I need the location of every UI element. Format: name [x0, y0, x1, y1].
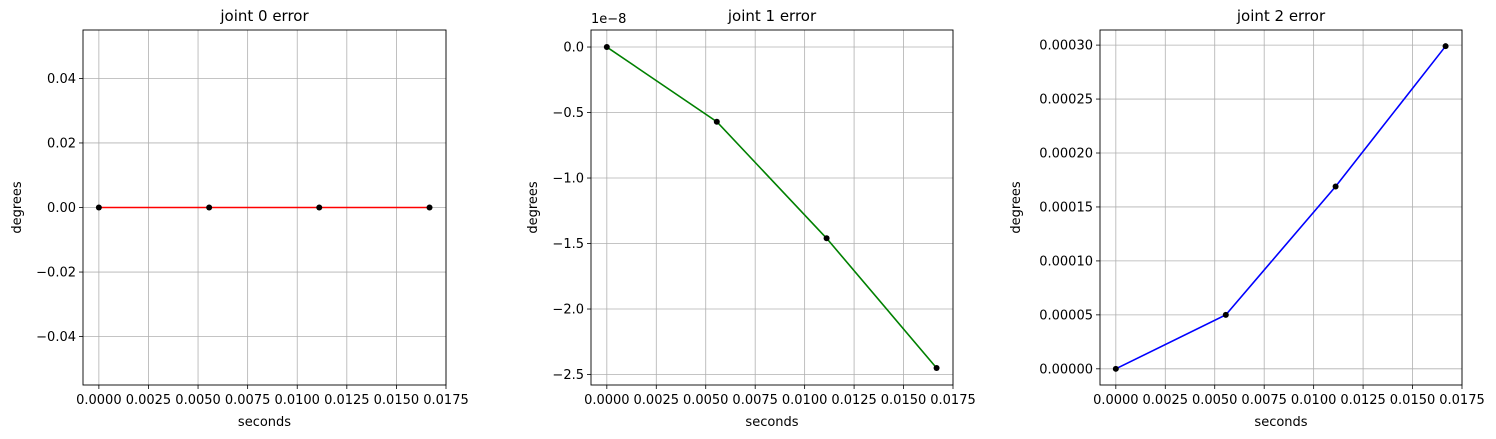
chart-panel-2: 0.0000 0.0025 0.0050 0.0075 0.0100 0.0125 0.01…: [1009, 7, 1485, 430]
data-point: [713, 118, 720, 125]
x-tick-label: 0.0100: [274, 393, 320, 408]
data-point: [933, 364, 940, 371]
x-tick-label: 0.0000: [584, 393, 630, 408]
chart-panel-0: 0.0000 0.0025 0.0050 0.0075 0.0100 0.0125 0.01…: [10, 7, 469, 430]
y-tick-label: 0.0: [563, 41, 584, 56]
data-point: [823, 235, 830, 242]
x-tick-label: 0.0050: [1192, 393, 1238, 408]
x-tick-label: 0.0000: [76, 393, 122, 408]
x-axis-label: seconds: [1254, 415, 1307, 430]
x-tick-label: 0.0125: [324, 393, 370, 408]
x-tick-label: 0.0100: [1291, 393, 1337, 408]
y-tick-label: 0.00: [47, 201, 76, 216]
y-tick-label: 0.04: [47, 72, 76, 87]
y-tick-label: −2.0: [552, 303, 584, 318]
x-tick-label: 0.0075: [1241, 393, 1287, 408]
y-tick-label: −1.5: [552, 237, 584, 252]
axes-frame: [1099, 29, 1463, 386]
axes-frame: [590, 29, 954, 386]
y-tick-label: 0.00005: [1039, 308, 1093, 323]
y-axis-label: degrees: [526, 181, 541, 234]
chart-title: joint 1 error: [727, 7, 817, 25]
x-axis-label: seconds: [238, 415, 291, 430]
y-tick-label: 0.00000: [1039, 362, 1093, 377]
series-line: [606, 46, 938, 369]
x-tick-label: 0.0150: [374, 393, 420, 408]
data-point: [95, 204, 102, 211]
y-tick-label: 0.02: [47, 136, 76, 151]
data-point: [1112, 365, 1119, 372]
x-tick-label: 0.0075: [732, 393, 778, 408]
y-tick-label: 0.00020: [1039, 147, 1093, 162]
x-tick-label: 0.0075: [225, 393, 271, 408]
x-tick-label: 0.0150: [881, 393, 927, 408]
data-point: [206, 204, 213, 211]
data-point: [1222, 311, 1229, 318]
y-axis-label: degrees: [10, 181, 25, 234]
y-tick-label: 0.00030: [1039, 39, 1093, 54]
data-point: [316, 204, 323, 211]
y-tick-label: −2.5: [552, 368, 584, 383]
x-tick-label: 0.0000: [1093, 393, 1139, 408]
y-offset-text: 1e−8: [591, 12, 626, 27]
data-point: [603, 44, 610, 51]
data-point: [1332, 183, 1339, 190]
x-tick-label: 0.0025: [126, 393, 172, 408]
x-tick-label: 0.0050: [683, 393, 729, 408]
y-tick-label: −0.02: [36, 266, 76, 281]
y-axis-label: degrees: [1009, 181, 1024, 234]
y-tick-label: −0.04: [36, 330, 76, 345]
x-tick-label: 0.0025: [1143, 393, 1189, 408]
x-tick-label: 0.0175: [423, 393, 469, 408]
y-tick-label: −1.0: [552, 172, 584, 187]
x-tick-label: 0.0175: [1439, 393, 1485, 408]
y-tick-label: 0.00025: [1039, 93, 1093, 108]
x-tick-label: 0.0175: [930, 393, 976, 408]
x-tick-label: 0.0150: [1390, 393, 1436, 408]
data-point: [426, 204, 433, 211]
x-tick-label: 0.0125: [831, 393, 877, 408]
series-line: [1115, 45, 1447, 370]
chart-title: joint 2 error: [1236, 7, 1326, 25]
x-tick-label: 0.0100: [782, 393, 828, 408]
x-tick-label: 0.0050: [175, 393, 221, 408]
x-axis-label: seconds: [745, 415, 798, 430]
y-tick-label: 0.00015: [1039, 200, 1093, 215]
y-tick-label: 0.00010: [1039, 254, 1093, 269]
chart-panel-1: 0.0000 0.0025 0.0050 0.0075 0.0100 0.0125 0.01…: [526, 7, 976, 430]
chart-title: joint 0 error: [219, 7, 309, 25]
axes-frame: [82, 29, 447, 386]
x-tick-label: 0.0125: [1340, 393, 1386, 408]
y-tick-label: −0.5: [552, 106, 584, 121]
x-tick-label: 0.0025: [634, 393, 680, 408]
data-point: [1442, 43, 1449, 50]
